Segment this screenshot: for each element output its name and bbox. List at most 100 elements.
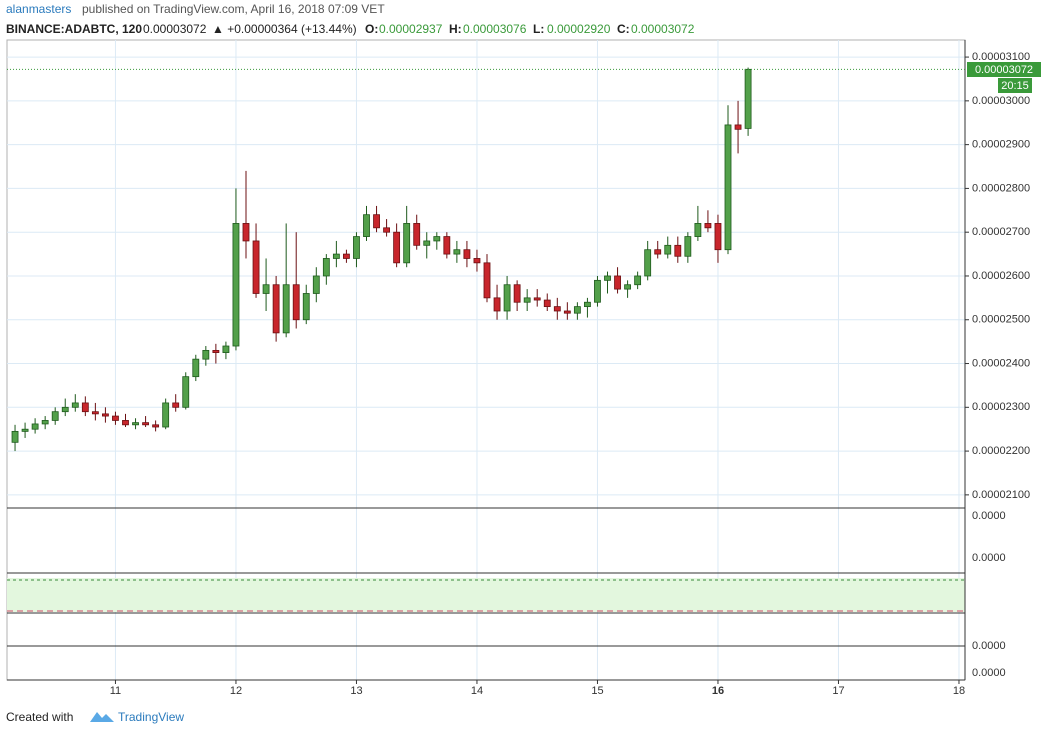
x-tick-label: 11: [110, 685, 121, 697]
y-tick-label: 0.00002700: [972, 226, 1030, 238]
candle-body: [553, 306, 561, 312]
candle-body: [282, 284, 290, 334]
candle-body: [272, 284, 280, 334]
candle-body: [624, 284, 632, 290]
candle-body: [152, 424, 160, 428]
change: ▲ +0.00000364 (+13.44%): [212, 22, 357, 36]
y-tick-label: 0.00002100: [972, 489, 1030, 501]
x-tick-label: 17: [832, 685, 844, 697]
x-tick-label: 15: [591, 685, 603, 697]
candle-body: [61, 406, 69, 413]
candle-body: [393, 231, 401, 264]
candle-body: [523, 297, 531, 303]
candle-body: [604, 275, 611, 281]
candle-body: [112, 415, 119, 421]
candle-body: [322, 258, 330, 277]
candle-body: [483, 262, 491, 299]
candle-body: [162, 402, 170, 428]
candle-body: [644, 249, 652, 277]
candle-body: [182, 376, 190, 408]
y-tick-label: 0.00002800: [972, 182, 1030, 194]
candle-body: [463, 249, 471, 259]
brand-logo: [90, 712, 114, 722]
candle-body: [142, 422, 149, 426]
pane-tick-label: 0.0000: [972, 640, 1006, 652]
candle-body: [383, 227, 390, 233]
candle-body: [634, 275, 642, 286]
candle-body: [41, 420, 49, 425]
candle-body: [232, 223, 240, 347]
candle-body: [363, 214, 370, 237]
candle-body: [654, 249, 662, 255]
x-tick-label: 18: [953, 685, 965, 697]
candle-body: [433, 236, 441, 242]
candle-body: [102, 413, 109, 417]
countdown: 20:15: [1001, 80, 1029, 92]
candle-body: [584, 301, 591, 308]
candle-body: [453, 249, 461, 255]
ohlc-value: 0.00002920: [547, 22, 611, 36]
candle-body: [262, 284, 270, 294]
candle-body: [473, 258, 481, 264]
candle-body: [81, 402, 89, 413]
candle-body: [694, 223, 702, 237]
price-label-box: [967, 62, 1041, 77]
candle-body: [51, 411, 59, 421]
y-tick-label: 0.00002600: [972, 270, 1030, 282]
candle-body: [614, 275, 621, 290]
countdown-box: [998, 78, 1032, 93]
candle-body: [172, 402, 180, 408]
candle-body: [734, 124, 742, 130]
candle-body: [21, 428, 29, 432]
brand: TradingView: [118, 710, 184, 724]
candle-body: [353, 236, 360, 259]
y-tick-label: 0.00002200: [972, 445, 1030, 457]
y-tick-label: 0.00002400: [972, 357, 1030, 369]
candle-body: [724, 124, 732, 251]
symbol: BINANCE:ADABTC, 120: [6, 22, 142, 36]
candle-body: [202, 349, 210, 360]
candle-body: [343, 253, 350, 259]
ohlc-label: O:: [365, 22, 378, 36]
candle-body: [292, 284, 300, 321]
candle-body: [543, 299, 551, 308]
author: alanmasters: [6, 2, 71, 16]
candle-body: [132, 422, 139, 426]
candle-body: [252, 240, 260, 294]
pane-tick-label: 0.0000: [972, 667, 1006, 679]
ohlc-value: 0.00003076: [463, 22, 527, 36]
candle-body: [443, 236, 451, 255]
candle-body: [594, 279, 601, 303]
candle-body: [493, 297, 501, 312]
candle-body: [222, 345, 230, 353]
last-price: 0.00003072: [143, 22, 207, 36]
ohlc-label: L:: [533, 22, 544, 36]
x-tick-label: 16: [712, 685, 724, 697]
rsi-band: [7, 578, 965, 612]
x-tick-label: 14: [471, 685, 483, 697]
candle-body: [242, 223, 250, 242]
candle-body: [674, 244, 682, 257]
y-tick-label: 0.00002900: [972, 139, 1030, 151]
candle-body: [513, 284, 521, 303]
ohlc-value: 0.00003072: [631, 22, 695, 36]
candle-body: [563, 310, 571, 314]
pane-tick-label: 0.0000: [972, 552, 1006, 564]
candle-body: [31, 423, 39, 430]
candle-body: [373, 214, 380, 229]
candle-body: [503, 284, 511, 312]
candle-body: [71, 402, 79, 408]
x-tick-label: 13: [350, 685, 362, 697]
candle-body: [533, 297, 541, 301]
y-tick-label: 0.00003100: [972, 51, 1030, 63]
candle-body: [212, 349, 220, 353]
candle-body: [664, 244, 672, 255]
candle-body: [704, 223, 712, 229]
candle-body: [403, 223, 411, 264]
price-label: 0.00003072: [975, 64, 1033, 76]
ohlc-label: H:: [449, 22, 462, 36]
y-tick-label: 0.00003000: [972, 95, 1030, 107]
candle-body: [302, 293, 310, 321]
